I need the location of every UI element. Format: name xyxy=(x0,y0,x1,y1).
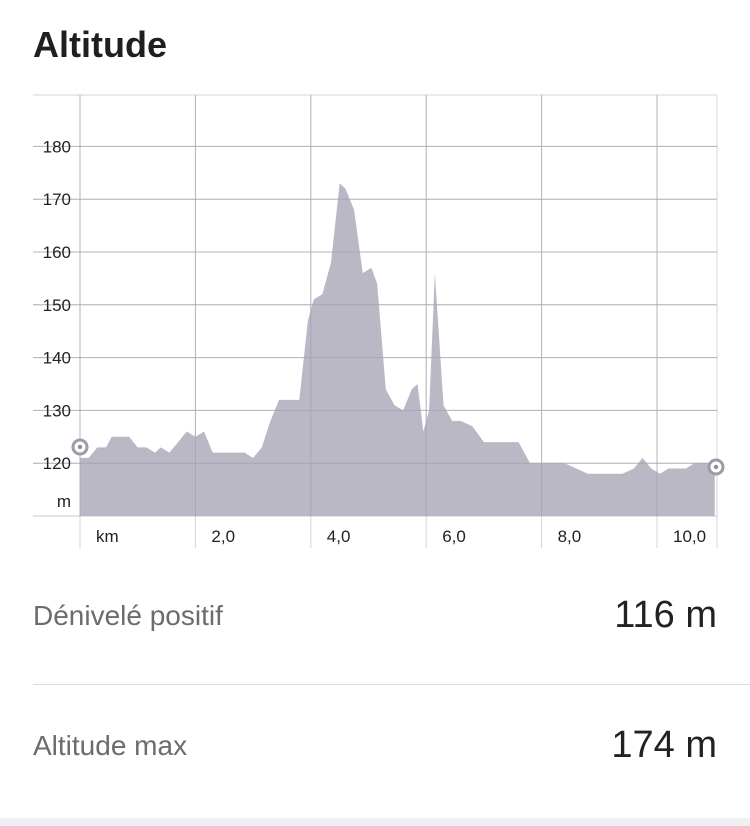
x-tick-label: 2,0 xyxy=(211,527,235,546)
stat-value-max-altitude: 174 m xyxy=(611,724,717,766)
altitude-chart[interactable]: 120 130 140 150 160 170 180 m 2,0 4,0 6,0 8,0 10,0 km xyxy=(0,0,750,560)
chart-labels: 120 130 140 150 160 170 180 m 2,0 4,0 6,0 8,0 10,0 km xyxy=(43,137,706,546)
stat-label-elevation-gain: Dénivelé positif xyxy=(33,599,223,631)
chart-markers xyxy=(71,438,725,476)
y-tick-label: 120 xyxy=(43,454,71,473)
y-tick-label: 170 xyxy=(43,190,71,209)
altitude-area xyxy=(80,183,715,517)
bottom-band xyxy=(0,818,750,826)
end-marker-dot xyxy=(713,464,719,470)
x-tick-label: 8,0 xyxy=(558,527,582,546)
chart-title: Altitude xyxy=(33,24,167,65)
stat-value-elevation-gain: 116 m xyxy=(614,594,717,636)
grid-overlay xyxy=(33,95,717,516)
stat-row-max-altitude: Altitude max 174 m xyxy=(33,724,717,767)
divider xyxy=(33,684,750,685)
y-unit-label: m xyxy=(57,492,71,511)
stat-label-max-altitude: Altitude max xyxy=(33,729,188,761)
start-marker-dot xyxy=(77,444,83,450)
y-tick-label: 160 xyxy=(43,243,71,262)
stat-row-elevation-gain: Dénivelé positif 116 m xyxy=(33,594,717,637)
x-tick-label: 10,0 xyxy=(673,527,706,546)
y-tick-label: 130 xyxy=(43,401,71,420)
y-tick-label: 150 xyxy=(43,296,71,315)
x-tick-label: 4,0 xyxy=(327,527,351,546)
x-tick-label: 6,0 xyxy=(442,527,466,546)
y-tick-label: 180 xyxy=(43,137,71,156)
x-unit-label: km xyxy=(96,527,119,546)
y-tick-label: 140 xyxy=(43,349,71,368)
